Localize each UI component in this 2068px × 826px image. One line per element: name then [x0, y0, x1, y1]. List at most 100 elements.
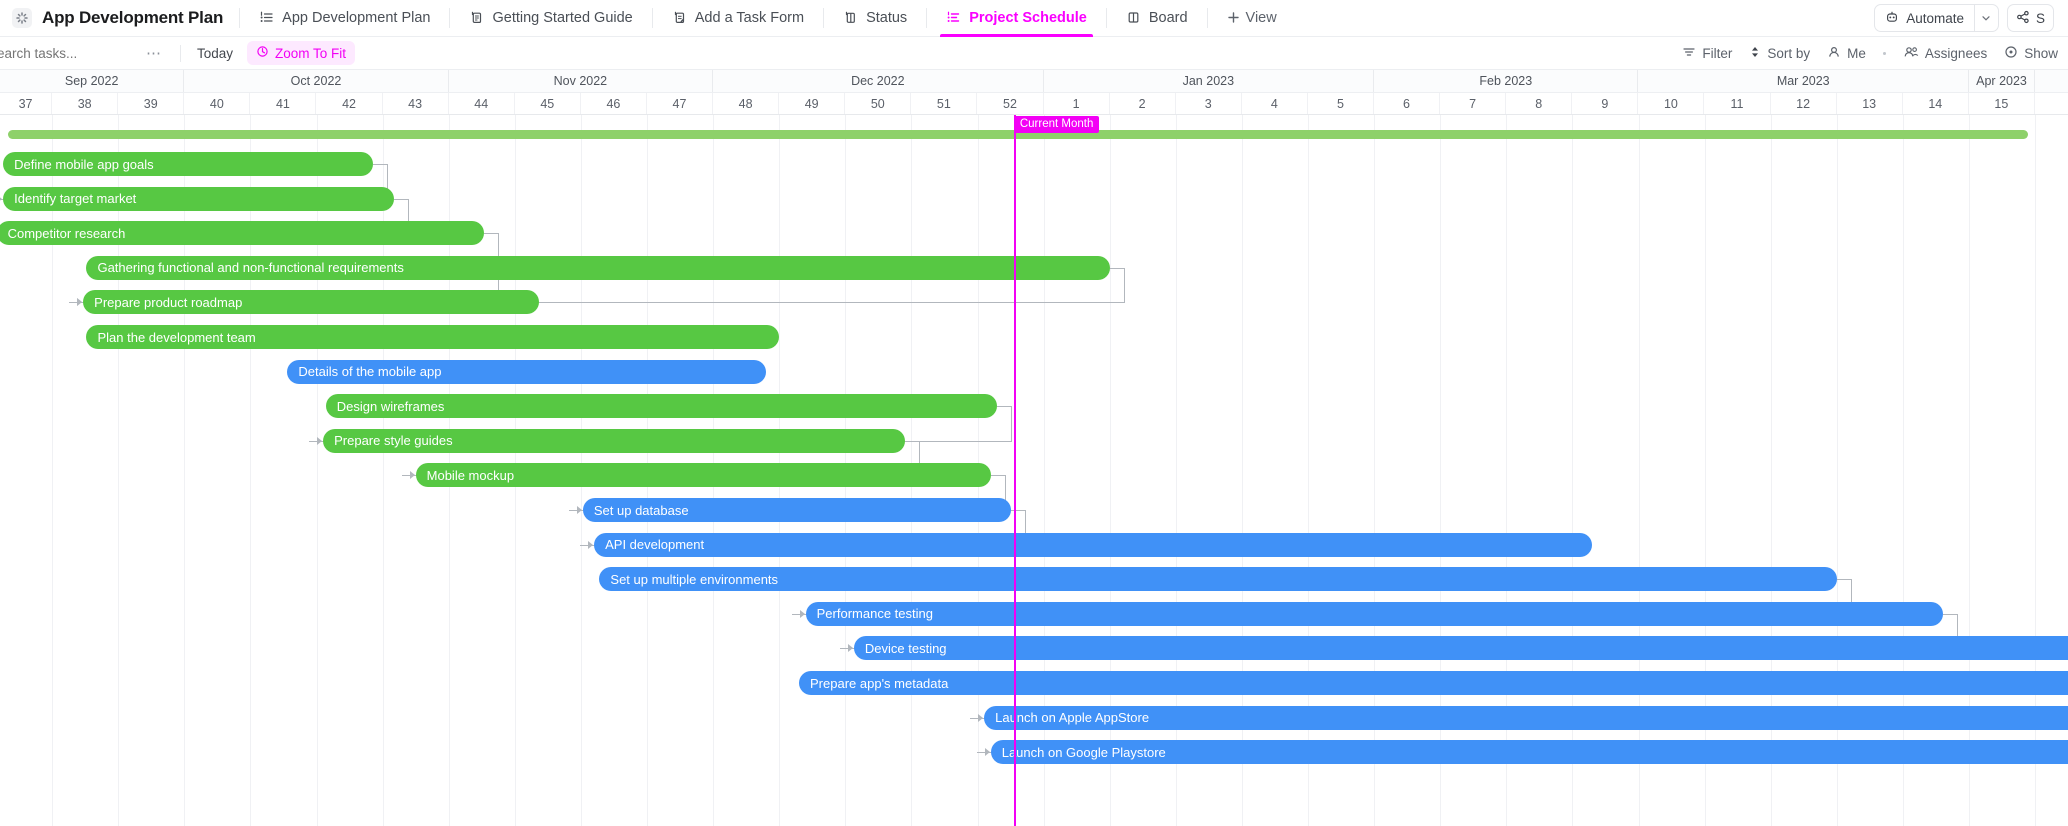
grid-line [316, 115, 318, 826]
gantt-task-bar[interactable]: Prepare style guides [323, 428, 905, 453]
gantt-task-bar[interactable]: API development [594, 532, 1593, 557]
gantt-task-bar[interactable]: Details of the mobile app [287, 359, 766, 384]
grid-line [1109, 115, 1111, 826]
today-button[interactable]: Today [197, 45, 234, 61]
gantt-task-bar[interactable]: Set up multiple environments [599, 567, 1837, 592]
month-header-cell: Oct 2022 [184, 70, 449, 92]
dependency-line [1010, 510, 1025, 511]
grid-line [52, 115, 54, 826]
tab-status[interactable]: Status [830, 0, 920, 36]
week-header-cell: 10 [1638, 93, 1705, 114]
gantt-grid-area: Define mobile app goals Identify target m… [0, 115, 2068, 826]
list-view-icon [259, 10, 274, 25]
grid-line [1506, 115, 1508, 826]
week-header-cell: 43 [383, 93, 449, 114]
filter-icon [1682, 45, 1696, 62]
dependency-arrow-icon [317, 436, 323, 445]
nav-divider [651, 8, 653, 28]
gantt-task-label: Prepare app's metadata [810, 675, 949, 691]
gantt-task-bar[interactable]: Set up database [582, 498, 1011, 522]
week-header-cell: 41 [250, 93, 317, 114]
show-menu-button[interactable]: Show [2004, 45, 2058, 62]
me-filter-button[interactable]: Me [1827, 45, 1866, 62]
grid-line [1374, 115, 1376, 826]
tab-label: Getting Started Guide [492, 10, 633, 26]
week-header-cell: 12 [1771, 93, 1837, 114]
board-icon [1126, 10, 1141, 25]
gantt-task-bar[interactable]: Prepare app's metadata [799, 671, 2068, 695]
gantt-task-bar[interactable]: Identify target market [3, 186, 395, 211]
gantt-task-label: Prepare product roadmap [94, 294, 243, 310]
automate-button[interactable]: Automate [1874, 4, 1999, 32]
week-header-cell: 39 [118, 93, 185, 114]
gantt-task-label: Mobile mockup [426, 467, 515, 483]
tab-getting-started-guide[interactable]: Getting Started Guide [456, 0, 645, 36]
gantt-task-bar[interactable]: Design wireframes [325, 394, 998, 419]
gantt-task-bar[interactable]: Define mobile app goals [3, 152, 373, 176]
gantt-task-bar[interactable]: Gathering functional and non-functional … [86, 255, 1110, 280]
grid-line [1770, 115, 1772, 826]
zoom-to-fit-icon [256, 45, 269, 61]
workspace-home-button[interactable]: App Development Plan [6, 4, 233, 32]
gantt-icon [946, 10, 961, 25]
filter-button[interactable]: Filter [1682, 45, 1732, 62]
zoom-to-fit-button[interactable]: Zoom To Fit [247, 41, 356, 65]
grid-line [382, 115, 384, 826]
project-summary-bar[interactable] [7, 130, 2029, 139]
ellipsis-icon[interactable]: ⋯ [146, 45, 162, 62]
current-month-line [1013, 115, 1016, 826]
week-header-cell: 14 [1903, 93, 1969, 114]
grid-line [1440, 115, 1442, 826]
gantt-task-bar[interactable]: Plan the development team [86, 325, 780, 349]
add-view-button[interactable]: View [1214, 0, 1290, 36]
gantt-task-bar[interactable]: Launch on Apple AppStore [984, 705, 2068, 730]
dependency-line [904, 440, 919, 442]
gantt-task-label: Performance testing [816, 606, 933, 622]
tab-add-a-task-form[interactable]: Add a Task Form [659, 0, 817, 36]
nav-divider [239, 8, 241, 28]
tab-project-schedule[interactable]: Project Schedule [933, 0, 1100, 37]
assignees-filter-button[interactable]: Assignees [1903, 45, 1987, 62]
nav-divider [1105, 8, 1107, 28]
loading-spinner-icon [12, 8, 32, 28]
tab-app-development-plan[interactable]: App Development Plan [246, 0, 443, 36]
dependency-line [1004, 475, 1006, 510]
week-header-cell: 6 [1374, 93, 1441, 114]
week-header-cell: 11 [1704, 93, 1771, 114]
week-header-cell: 52 [977, 93, 1044, 114]
share-button[interactable]: S [2006, 4, 2054, 32]
search-input[interactable] [0, 45, 138, 61]
month-header-cell: Jan 2023 [1044, 70, 1375, 92]
add-view-label: View [1245, 10, 1277, 26]
month-header-cell: Dec 2022 [713, 70, 1044, 92]
gantt-task-bar[interactable]: Competitor research [0, 221, 484, 246]
week-header-cell: 5 [1308, 93, 1374, 114]
gantt-task-bar[interactable]: Performance testing [805, 601, 1943, 626]
week-header-cell: 15 [1969, 93, 2035, 114]
week-header-cell: 1 [1044, 93, 1110, 114]
tab-board[interactable]: Board [1113, 0, 1201, 36]
dependency-arrow-icon [978, 713, 984, 722]
chevron-down-icon[interactable] [1973, 5, 1998, 31]
dependency-arrow-icon [984, 748, 990, 757]
view-tabs: App Development Plan Getting Started Gui… [246, 0, 1290, 37]
doc-icon [469, 10, 484, 25]
gantt-task-bar[interactable]: Launch on Google Playstore [990, 740, 2068, 765]
current-month-badge: Current Month [1013, 116, 1100, 133]
assignees-label: Assignees [1924, 45, 1988, 61]
gantt-task-label: Gathering functional and non-functional … [97, 260, 404, 276]
sort-by-button[interactable]: Sort by [1749, 45, 1810, 62]
gantt-task-bar[interactable]: Prepare product roadmap [83, 290, 540, 315]
gantt-task-label: Launch on Apple AppStore [995, 710, 1150, 726]
dependency-line [1024, 510, 1026, 545]
gantt-task-bar[interactable]: Mobile mockup [415, 463, 991, 488]
week-header-cell: 9 [1572, 93, 1639, 114]
month-header-cell: Sep 2022 [0, 70, 185, 92]
gantt-task-label: Plan the development team [97, 329, 256, 345]
gantt-task-label: Define mobile app goals [14, 156, 154, 172]
dependency-line [394, 198, 409, 200]
dependency-arrow-icon [799, 609, 805, 618]
gantt-task-bar[interactable]: Device testing [853, 636, 2068, 661]
gantt-task-label: Prepare style guides [334, 433, 453, 449]
gantt-chart[interactable]: Sep 2022 Oct 2022 Nov 2022 Dec 2022 Jan 2023… [0, 70, 2068, 826]
